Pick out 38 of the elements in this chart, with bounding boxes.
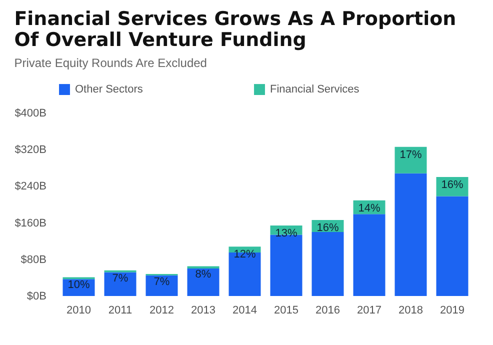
bar bbox=[312, 232, 344, 296]
annotation: 17% bbox=[400, 148, 422, 161]
text: Financial Services Grows As A Proportion bbox=[14, 8, 456, 30]
annotation: 7% bbox=[154, 276, 170, 288]
x-tick-label: 2011 bbox=[108, 304, 132, 316]
bar bbox=[353, 214, 386, 296]
bar bbox=[146, 275, 178, 296]
legend-label: Financial Services bbox=[270, 84, 360, 96]
annotation: 14% bbox=[358, 202, 380, 214]
bar bbox=[187, 268, 220, 296]
y-tick-label: $400B bbox=[14, 108, 46, 120]
y-tick-label: $0B bbox=[26, 290, 46, 302]
x-tick-label: 2012 bbox=[150, 304, 174, 316]
x-tick-label: 2015 bbox=[274, 304, 298, 316]
text: Of Overall Venture Funding bbox=[14, 29, 306, 51]
annotation: 16% bbox=[441, 179, 464, 192]
y-tick-label: $80B bbox=[20, 254, 46, 266]
bar bbox=[394, 146, 427, 174]
x-tick-label: 2017 bbox=[357, 304, 382, 316]
y-tick-label: $320B bbox=[14, 144, 46, 156]
bar bbox=[436, 196, 468, 296]
x-tick-label: 2010 bbox=[66, 304, 91, 316]
y-tick-label: $240B bbox=[14, 180, 46, 193]
annotation: 10% bbox=[68, 279, 90, 292]
annotation: 7% bbox=[112, 272, 128, 284]
bar bbox=[104, 272, 136, 296]
chart-subtitle: Private Equity Rounds Are Excluded bbox=[14, 56, 207, 70]
x-tick-label: 2014 bbox=[232, 304, 257, 316]
x-tick-label: 2019 bbox=[440, 304, 464, 316]
annotation: 12% bbox=[234, 248, 256, 261]
annotation: 16% bbox=[316, 222, 339, 234]
y-tick-label: $160B bbox=[14, 217, 46, 230]
x-tick-label: 2018 bbox=[398, 304, 423, 316]
x-tick-label: 2013 bbox=[191, 304, 216, 316]
x-tick-label: 2016 bbox=[316, 304, 340, 316]
annotation: 8% bbox=[195, 268, 212, 280]
bar bbox=[394, 173, 427, 296]
legend-label: Other Sectors bbox=[75, 84, 144, 96]
